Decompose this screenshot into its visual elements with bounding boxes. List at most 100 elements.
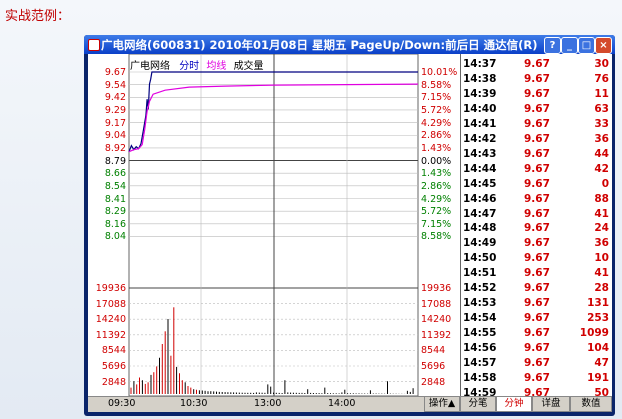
- percent-tick-label: 10.01%: [421, 67, 458, 78]
- tick-price: 9.67: [524, 117, 550, 130]
- tick-volume: 41: [594, 207, 609, 220]
- percent-tick-label: 4.29%: [421, 193, 452, 205]
- tick-price: 9.67: [524, 58, 550, 70]
- tick-time: 14:59: [463, 386, 497, 399]
- tick-volume: 44: [594, 147, 609, 160]
- tick-price: 9.67: [524, 252, 550, 265]
- tick-row: 14:37 9.67 30: [461, 56, 612, 74]
- tick-row: 14:44 9.67 42: [461, 161, 612, 179]
- volume-tick-label-right: 17088: [421, 298, 452, 310]
- tick-volume: 104: [587, 342, 609, 355]
- tick-volume: 41: [594, 267, 609, 280]
- help-button[interactable]: ?: [544, 37, 561, 54]
- minimize-button[interactable]: _: [561, 37, 578, 54]
- tick-price: 9.67: [524, 207, 550, 220]
- tick-time: 14:51: [463, 267, 497, 280]
- price-tick-label: 8.16: [104, 218, 126, 230]
- tick-row: 14:54 9.67 253: [461, 310, 612, 328]
- tab-fenzhong[interactable]: 分钟: [496, 396, 532, 412]
- tick-row: 14:41 9.67 33: [461, 116, 612, 134]
- tick-price: 9.67: [524, 342, 550, 355]
- maximize-button[interactable]: □: [578, 37, 595, 54]
- percent-tick-label: 8.58%: [421, 79, 452, 91]
- right-axis: 10.01% 8.58% 7.15% 5.72% 4.29% 2.86% 1.43% 0.00…: [418, 54, 458, 411]
- tick-price: 9.67: [524, 147, 550, 160]
- legend-avg-line: 均线: [206, 61, 227, 72]
- title-bar[interactable]: 广电网络(600831) 2010年01月08日 星期五 PageUp/Down…: [84, 35, 615, 54]
- tick-volume: 11: [594, 87, 609, 100]
- tick-price: 9.67: [524, 267, 550, 280]
- volume-tick-label-right: 14240: [421, 314, 452, 326]
- tick-row: 14:58 9.67 191: [461, 370, 612, 388]
- tick-volume: 1099: [579, 327, 609, 340]
- price-tick-label: 8.79: [104, 155, 126, 167]
- tick-time: 14:48: [463, 222, 497, 235]
- tick-volume: 47: [594, 357, 609, 369]
- volume-tick-label-right: 11392: [421, 329, 452, 341]
- window-title: 广电网络(600831) 2010年01月08日 星期五 PageUp/Down…: [101, 38, 538, 52]
- price-tick-label: 9.04: [104, 130, 126, 142]
- tick-time: 14:38: [463, 72, 497, 85]
- tick-price: 9.67: [524, 386, 550, 399]
- tick-volume: 36: [594, 132, 609, 145]
- time-tick-label: 09:30: [108, 398, 136, 409]
- tick-row: 14:45 9.67 0: [461, 176, 612, 194]
- tick-time: 14:53: [463, 297, 497, 310]
- legend-volume: 成交量: [233, 61, 264, 72]
- tab-fenbi[interactable]: 分笔: [460, 396, 496, 412]
- price-tick-label: 9.29: [104, 104, 126, 116]
- page-heading: 实战范例：: [5, 9, 71, 24]
- volume-tick-label-right: 8544: [421, 345, 446, 357]
- average-line: [128, 83, 419, 153]
- tick-volume: 76: [594, 72, 609, 85]
- price-tick-label: 8.54: [104, 180, 126, 192]
- tab-shuzhi[interactable]: 数值: [570, 396, 612, 412]
- price-tick-label: 8.66: [104, 168, 126, 180]
- tick-time: 14:56: [463, 342, 497, 355]
- tick-volume: 30: [594, 58, 609, 70]
- tick-row: 14:46 9.67 88: [461, 191, 612, 209]
- stock-chart-window: 广电网络(600831) 2010年01月08日 星期五 PageUp/Down…: [84, 35, 615, 416]
- price-tick-label: 8.92: [104, 142, 126, 154]
- tick-volume: 42: [594, 162, 609, 175]
- tick-price: 9.67: [524, 237, 550, 250]
- percent-tick-label: 0.00%: [421, 155, 452, 167]
- percent-tick-label: 7.15%: [421, 218, 452, 230]
- tick-price: 9.67: [524, 371, 550, 384]
- tick-row: 14:48 9.67 24: [461, 220, 612, 238]
- price-tick-label: 9.54: [104, 79, 126, 91]
- tick-price: 9.67: [524, 357, 550, 369]
- time-tick-label: 13:00: [254, 398, 282, 409]
- tick-volume: 10: [594, 252, 609, 265]
- app-icon: [88, 39, 100, 51]
- chart-legend: 广电网络 分时 均线 成交量: [130, 57, 264, 72]
- percent-tick-label: 2.86%: [421, 130, 452, 142]
- tick-row: 14:59 9.67 50: [461, 385, 612, 403]
- volume-tick-label: 5696: [101, 361, 126, 372]
- volume-tick-label-right: 2848: [421, 376, 446, 388]
- tick-time: 14:46: [463, 192, 497, 205]
- tick-volume: 253: [587, 312, 609, 325]
- tick-price: 9.67: [524, 192, 550, 205]
- operate-button[interactable]: 操作▲: [424, 396, 460, 412]
- close-button[interactable]: ×: [595, 37, 612, 54]
- percent-tick-label: 5.72%: [421, 104, 452, 116]
- tick-price: 9.67: [524, 162, 550, 175]
- tick-time: 14:39: [463, 87, 497, 100]
- tick-price: 9.67: [524, 297, 550, 310]
- percent-tick-label: 7.15%: [421, 92, 452, 104]
- tick-price: 9.67: [524, 87, 550, 100]
- legend-stock-name: 广电网络: [130, 61, 170, 72]
- tick-time: 14:54: [463, 312, 497, 325]
- volume-tick-label-right: 5696: [421, 361, 446, 372]
- percent-tick-label: 1.43%: [421, 142, 452, 154]
- tick-volume: 36: [594, 237, 609, 250]
- tick-price: 9.67: [524, 72, 550, 85]
- tick-time: 14:40: [463, 102, 497, 115]
- intraday-chart[interactable]: [88, 54, 611, 411]
- tab-xiangpan[interactable]: 详盘: [532, 396, 570, 412]
- tick-price: 9.67: [524, 222, 550, 235]
- volume-tick-label: 17088: [95, 298, 126, 310]
- tick-row: 14:57 9.67 47: [461, 355, 612, 373]
- window-content: 9.67 9.54 9.42 9.29 9.17 9.04 8.92 8.79 8.66 8.54…: [88, 54, 612, 412]
